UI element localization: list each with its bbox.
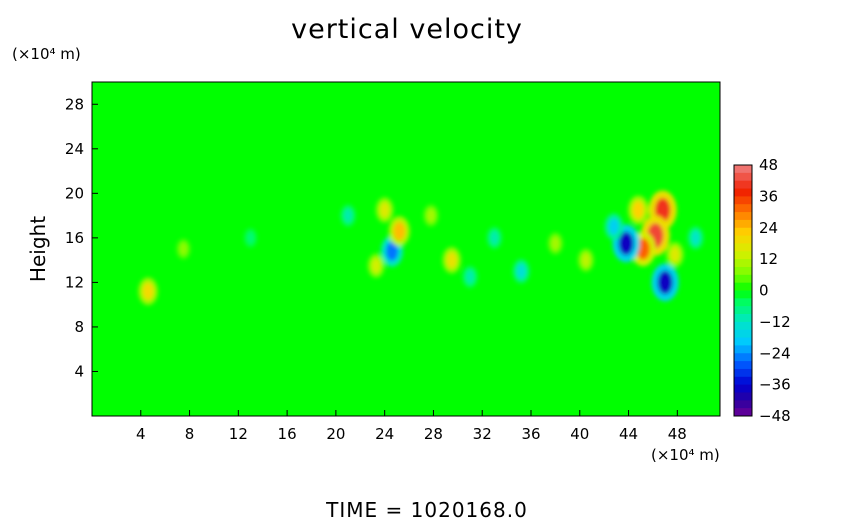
colorbar-label: −48 xyxy=(759,407,791,425)
colorbar-segment xyxy=(734,165,752,174)
field-feature xyxy=(385,241,399,261)
colorbar-label: −12 xyxy=(759,313,791,331)
colorbar-label: 12 xyxy=(759,250,778,268)
y-axis-units: (×10⁴ m) xyxy=(12,45,81,63)
field-feature xyxy=(179,242,188,256)
colorbar-segment xyxy=(734,196,752,205)
colorbar-segment xyxy=(734,243,752,252)
y-tick-label: 28 xyxy=(65,95,84,113)
colorbar-label: 36 xyxy=(759,187,778,205)
colorbar-segment xyxy=(734,408,752,417)
field-feature xyxy=(516,263,526,279)
colorbar-segment xyxy=(734,368,752,378)
field-feature xyxy=(669,246,680,263)
colorbar-label: 0 xyxy=(759,282,769,300)
chart-title: vertical velocity xyxy=(291,14,523,45)
colorbar-segment xyxy=(734,400,752,409)
plot-frame xyxy=(91,81,721,417)
x-tick-label: 12 xyxy=(229,425,248,443)
field-feature xyxy=(636,238,651,260)
colorbar-segment xyxy=(734,306,752,315)
y-tick-label: 8 xyxy=(74,318,84,336)
field-feature xyxy=(608,218,620,235)
field-feature xyxy=(551,236,560,251)
colorbar-segment xyxy=(734,219,752,229)
colorbar-segment xyxy=(734,329,752,339)
x-tick-label: 44 xyxy=(619,425,638,443)
colorbar-segment xyxy=(734,321,752,331)
colorbar-segment xyxy=(734,353,752,362)
colorbar-label: −24 xyxy=(759,344,791,362)
y-tick-label: 4 xyxy=(74,362,84,380)
colorbar-segment xyxy=(734,259,752,268)
x-tick-label: 8 xyxy=(185,425,195,443)
field-feature xyxy=(490,231,499,245)
field-feature xyxy=(618,231,634,256)
colorbar-segment xyxy=(734,274,752,284)
x-tick-label: 36 xyxy=(521,425,540,443)
colorbar-segment xyxy=(734,266,752,276)
colorbar-segment xyxy=(734,384,752,393)
colorbar-segment xyxy=(734,361,752,370)
colorbar-frame xyxy=(733,164,753,417)
colorbar-segment xyxy=(734,282,752,291)
time-label: TIME = 1020168.0 xyxy=(326,498,528,522)
colorbar-segment xyxy=(734,376,752,386)
colorbar-segment xyxy=(734,212,752,221)
colorbar-label: 48 xyxy=(759,156,778,174)
colorbar-segment xyxy=(734,172,752,182)
field-feature xyxy=(657,270,673,295)
x-tick-label: 20 xyxy=(326,425,345,443)
field-feature xyxy=(426,208,436,223)
colorbar-segment xyxy=(734,188,752,197)
x-tick-label: 4 xyxy=(136,425,146,443)
field-feature xyxy=(343,208,353,223)
field-feature xyxy=(446,251,457,269)
colorbar-segment xyxy=(734,251,752,260)
x-tick-label: 48 xyxy=(668,425,687,443)
field-feature xyxy=(632,201,644,219)
colorbar-segment xyxy=(734,392,752,401)
field-feature xyxy=(246,231,255,244)
colorbar-segment xyxy=(734,227,752,237)
field-feature xyxy=(691,230,701,246)
colorbar-segment xyxy=(734,204,752,213)
colorbar-segment xyxy=(734,290,752,299)
x-tick-label: 28 xyxy=(424,425,443,443)
colorbar-label: 24 xyxy=(759,219,778,237)
field-feature xyxy=(379,202,390,218)
y-tick-label: 16 xyxy=(65,229,84,247)
colorbar-segment xyxy=(734,235,752,244)
colorbar-segment xyxy=(734,298,752,307)
y-tick-label: 12 xyxy=(65,273,84,291)
x-tick-label: 40 xyxy=(570,425,589,443)
x-tick-label: 24 xyxy=(375,425,394,443)
colorbar-segment xyxy=(734,314,752,323)
field-feature xyxy=(465,270,475,284)
colorbar-segment xyxy=(734,345,752,354)
x-axis-units: (×10⁴ m) xyxy=(651,446,720,464)
field-feature xyxy=(371,258,381,274)
y-tick-label: 20 xyxy=(65,184,84,202)
x-tick-label: 32 xyxy=(473,425,492,443)
y-tick-label: 24 xyxy=(65,140,84,158)
field-feature xyxy=(581,252,591,268)
field-feature xyxy=(393,221,406,241)
colorbar-segment xyxy=(734,180,752,190)
x-tick-label: 16 xyxy=(278,425,297,443)
colorbar-label: −36 xyxy=(759,376,791,394)
colorbar-segment xyxy=(734,337,752,346)
field-feature xyxy=(142,282,154,300)
